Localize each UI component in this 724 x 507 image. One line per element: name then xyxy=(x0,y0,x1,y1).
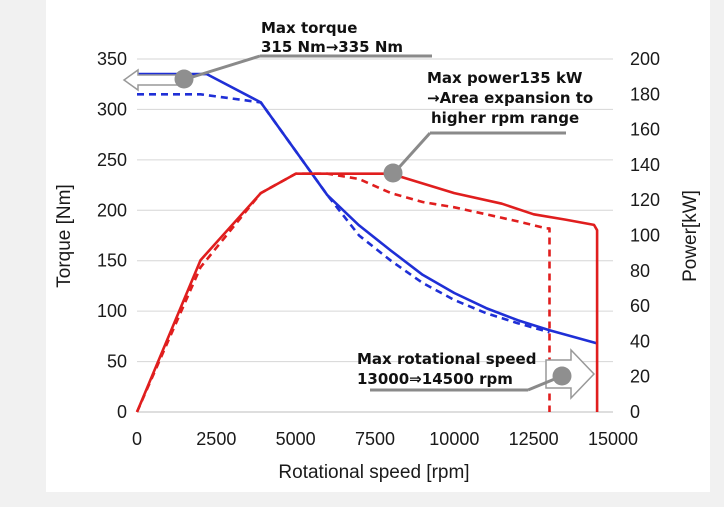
x-tick-label: 2500 xyxy=(196,429,236,449)
speed-annotation-line1: Max rotational speed xyxy=(357,350,536,368)
left-tick-label: 300 xyxy=(97,99,127,119)
right-tick-label: 80 xyxy=(630,261,650,281)
left-tick-label: 350 xyxy=(97,49,127,69)
series-line-4 xyxy=(135,172,551,413)
right-tick-label: 0 xyxy=(630,402,640,422)
torque-marker xyxy=(174,69,194,89)
speed-annotation-line2: 13000⇒14500 rpm xyxy=(357,370,513,388)
torque-leader xyxy=(185,54,261,81)
right-tick-label: 140 xyxy=(630,155,660,175)
x-tick-label: 15000 xyxy=(588,429,638,449)
series-group xyxy=(135,72,599,413)
right-axis-title: Power[kW] xyxy=(680,190,701,282)
power-annotation-line1: Max power135 kW xyxy=(427,69,583,87)
left-tick-label: 150 xyxy=(97,251,127,271)
right-tick-label: 180 xyxy=(630,84,660,104)
torque-annotation-line1: Max torque xyxy=(261,19,357,37)
torque-annotation-line2: 315 Nm→335 Nm xyxy=(261,38,403,56)
x-tick-label: 0 xyxy=(132,429,142,449)
x-tick-label: 12500 xyxy=(509,429,559,449)
right-tick-label: 20 xyxy=(630,367,650,387)
x-axis-title: Rotational speed [rpm] xyxy=(278,462,469,483)
speed-marker xyxy=(552,366,572,386)
watermark: 知乎 @Liu Jack xyxy=(561,467,676,486)
power-leader xyxy=(392,131,432,175)
left-tick-label: 100 xyxy=(97,301,127,321)
left-tick-label: 50 xyxy=(107,352,127,372)
power-annotation-line2: →Area expansion to xyxy=(427,89,593,107)
x-tick-label: 5000 xyxy=(276,429,316,449)
chart-frame: 0 50 100 150 200 250 300 350 0 20 40 60 80 100 120 140 1… xyxy=(46,0,710,492)
grid xyxy=(137,58,613,413)
series-line-3 xyxy=(135,172,599,413)
x-tick-label: 7500 xyxy=(355,429,395,449)
x-tick-label: 10000 xyxy=(429,429,479,449)
power-annotation: Max power135 kW →Area expansion to highe… xyxy=(383,69,593,183)
series-line-2 xyxy=(137,93,550,334)
right-tick-label: 160 xyxy=(630,120,660,140)
speed-annotation: Max rotational speed 13000⇒14500 rpm xyxy=(357,348,596,400)
right-tick-label: 40 xyxy=(630,331,650,351)
left-tick-label: 250 xyxy=(97,150,127,170)
right-tick-label: 200 xyxy=(630,49,660,69)
power-marker xyxy=(383,163,403,183)
power-annotation-line3: higher rpm range xyxy=(431,109,579,127)
right-tick-label: 60 xyxy=(630,296,650,316)
right-tick-label: 100 xyxy=(630,226,660,246)
series-line-1 xyxy=(137,72,598,345)
left-axis-title: Torque [Nm] xyxy=(54,184,75,287)
right-tick-label: 120 xyxy=(630,190,660,210)
left-tick-label: 200 xyxy=(97,200,127,220)
left-tick-label: 0 xyxy=(117,402,127,422)
torque-annotation: Max torque 315 Nm→335 Nm xyxy=(122,19,432,92)
tick-labels: 0 50 100 150 200 250 300 350 0 20 40 60 80 100 120 140 1… xyxy=(97,49,660,449)
chart-svg: 0 50 100 150 200 250 300 350 0 20 40 60 80 100 120 140 1… xyxy=(54,19,701,486)
